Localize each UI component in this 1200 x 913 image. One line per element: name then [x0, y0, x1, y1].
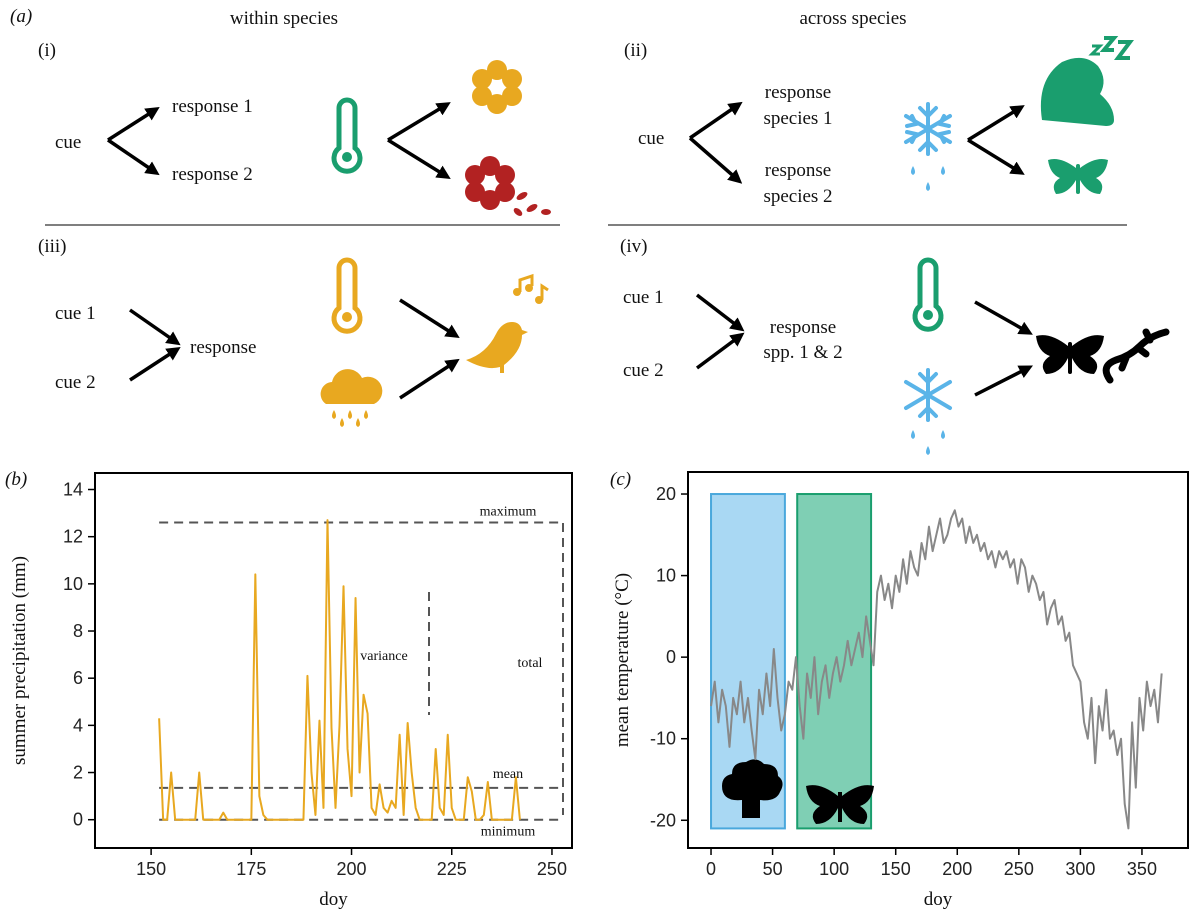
y-tick-label: 4: [73, 715, 83, 735]
bird-icon: [466, 273, 549, 373]
sub-label: (ii): [624, 40, 647, 61]
shaded-period: [796, 493, 873, 830]
thermometer-icon: [331, 97, 363, 174]
label: species 2: [763, 186, 832, 207]
label: spp. 1 & 2: [763, 342, 842, 363]
y-tick-label: 2: [73, 763, 83, 783]
label: cue: [55, 132, 81, 153]
thermometer-icon: [331, 257, 363, 334]
flower-icon: [472, 60, 522, 114]
y-axis-label: mean temperature (°C): [612, 573, 633, 747]
x-tick-label: 100: [819, 859, 849, 879]
wilting-flower-icon: [465, 156, 551, 216]
y-tick-label: 10: [656, 566, 676, 586]
data-line: [158, 519, 521, 821]
x-axis-label: doy: [319, 889, 348, 910]
data-line: [710, 509, 1163, 830]
y-tick-label: 8: [73, 621, 83, 641]
x-tick-label: 300: [1065, 859, 1095, 879]
reference-label: minimum: [481, 825, 536, 840]
sub-label: (iii): [38, 236, 67, 257]
rain-cloud-icon: [320, 369, 383, 427]
y-tick-label: 10: [63, 574, 83, 594]
label: cue: [638, 128, 664, 149]
thermometer-icon: [912, 257, 944, 332]
x-tick-label: 350: [1127, 859, 1157, 879]
lizard-icon: [1102, 328, 1170, 384]
label: response 1: [172, 96, 253, 117]
y-tick-label: 0: [666, 647, 676, 667]
label: cue 1: [55, 303, 96, 324]
sub-label: (iv): [620, 236, 647, 257]
label: response: [765, 160, 831, 181]
plot-frame: [94, 472, 573, 849]
x-tick-label: 150: [881, 859, 911, 879]
x-tick-label: 0: [706, 859, 716, 879]
butterfly-icon: [806, 785, 874, 824]
period-icons: [722, 759, 874, 824]
x-tick-label: 250: [537, 859, 567, 879]
y-tick-label: 0: [73, 810, 83, 830]
reference-label: mean: [493, 767, 523, 782]
x-tick-label: 50: [763, 859, 783, 879]
snowflake-icon: [904, 368, 952, 455]
x-tick-label: 200: [942, 859, 972, 879]
butterfly-icon: [1048, 159, 1108, 194]
heading: within species: [230, 8, 338, 29]
heading: across species: [799, 8, 906, 29]
label: response 2: [172, 164, 253, 185]
x-tick-label: 150: [136, 859, 166, 879]
x-tick-label: 200: [337, 859, 367, 879]
panel-label: (b): [5, 469, 27, 490]
x-axis-label: doy: [924, 889, 953, 910]
tree-icon: [722, 759, 783, 818]
y-tick-label: -20: [650, 810, 676, 830]
diagram: (a) within species across species (i) (i…: [5, 6, 1170, 490]
arrows: [107, 101, 1033, 400]
label: response: [765, 82, 831, 103]
y-axis-label: summer precipitation (mm): [9, 556, 30, 765]
butterfly-icon: [1036, 335, 1104, 374]
beaver-icon: [1040, 36, 1134, 127]
plot-frame: [687, 471, 1189, 849]
label: cue 1: [623, 287, 664, 308]
label: response: [770, 317, 836, 338]
label: species 1: [763, 108, 832, 129]
label: cue 2: [55, 372, 96, 393]
y-tick-label: -10: [650, 729, 676, 749]
y-tick-label: 12: [63, 527, 83, 547]
reference-label: maximum: [480, 505, 537, 520]
sub-label: (i): [38, 40, 56, 61]
label: cue 2: [623, 360, 664, 381]
panel-label: (a): [10, 6, 32, 27]
y-tick-label: 20: [656, 484, 676, 504]
y-tick-label: 14: [63, 480, 83, 500]
annotation: variance: [360, 649, 407, 664]
snowflake-icon: [904, 102, 952, 191]
panel-label: (c): [610, 469, 631, 490]
annotation: total: [518, 656, 543, 671]
x-tick-label: 250: [1004, 859, 1034, 879]
y-tick-label: 6: [73, 668, 83, 688]
x-tick-label: 225: [437, 859, 467, 879]
label: response: [190, 337, 256, 358]
x-tick-label: 175: [236, 859, 266, 879]
